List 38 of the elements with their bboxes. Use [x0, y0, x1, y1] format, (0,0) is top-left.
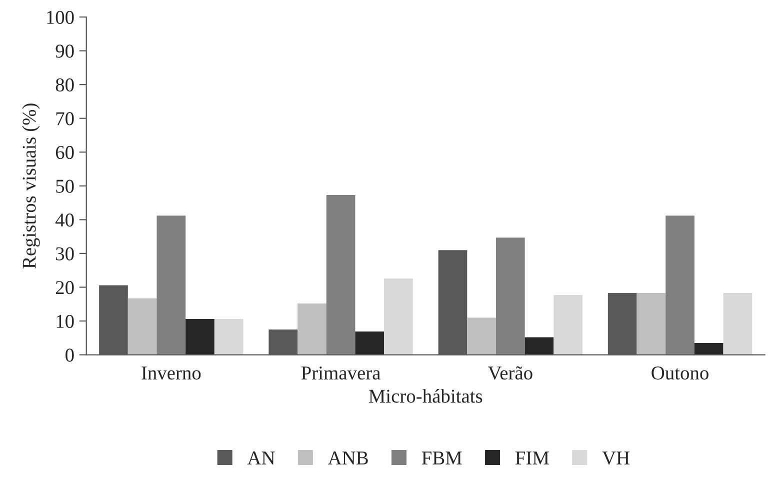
y-tick-label: 10 — [56, 314, 74, 328]
x-tick-label: Verão — [488, 366, 532, 380]
y-tick-label: 50 — [56, 180, 74, 193]
bar — [636, 292, 666, 355]
y-tick-label: 100 — [47, 10, 74, 24]
legend-label: FBM — [422, 452, 462, 464]
bar — [298, 303, 326, 355]
legend-label: FIM — [515, 452, 549, 464]
bar — [186, 318, 214, 355]
bar — [524, 337, 554, 355]
bar — [214, 318, 244, 355]
bar — [156, 216, 186, 355]
x-tick-label: Primavera — [301, 366, 380, 380]
bar — [496, 238, 525, 355]
y-tick-label: 80 — [56, 78, 74, 92]
bar — [694, 342, 724, 355]
legend-label: VH — [602, 452, 630, 465]
x-tick-label: Outono — [652, 366, 708, 380]
y-axis-title: Registros visuais (%) — [22, 104, 40, 269]
y-tick-label: 90 — [56, 44, 74, 58]
x-axis-title: Micro-hábitats — [368, 389, 482, 403]
bar — [384, 278, 413, 355]
bar — [355, 331, 384, 355]
bar — [666, 216, 694, 355]
y-tick-label: 0 — [66, 348, 74, 362]
y-tick-label: 40 — [55, 213, 74, 227]
y-tick-label: 20 — [56, 281, 74, 294]
legend-label: ANB — [328, 452, 368, 464]
bar — [554, 294, 582, 355]
bar — [128, 298, 157, 355]
bar — [723, 292, 752, 355]
y-tick-label: 30 — [56, 247, 74, 260]
y-tick-label: 70 — [56, 112, 74, 126]
y-tick-label: 60 — [56, 146, 74, 160]
legend-label: AN — [247, 452, 275, 464]
x-tick-label: Inverno — [142, 366, 201, 380]
bar — [326, 195, 356, 355]
bar — [467, 318, 496, 355]
